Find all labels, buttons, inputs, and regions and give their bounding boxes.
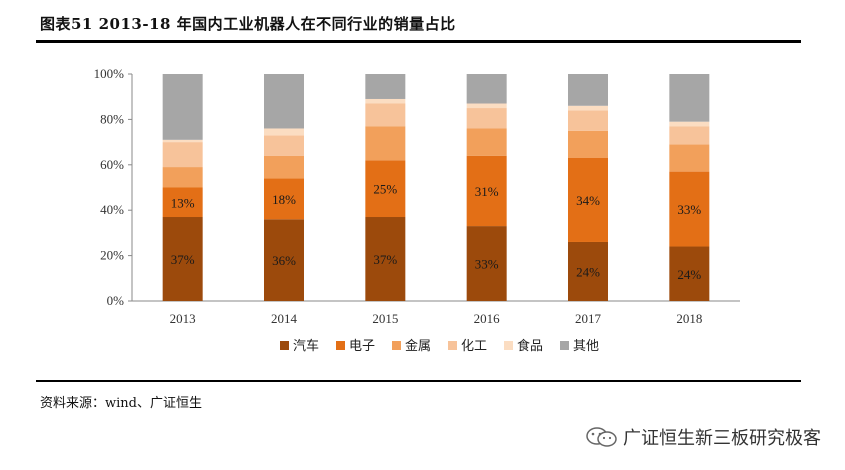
y-tick-label: 100% bbox=[94, 66, 125, 81]
bar-segment bbox=[365, 160, 406, 218]
bar-segment bbox=[568, 241, 608, 301]
bar-segment bbox=[568, 105, 608, 111]
bar-segment bbox=[466, 74, 507, 104]
legend-swatch bbox=[448, 341, 457, 350]
source-note: 资料来源：wind、广证恒生 bbox=[40, 396, 202, 411]
bar-segment bbox=[365, 98, 406, 104]
legend-label: 金属 bbox=[405, 338, 431, 353]
bar-segment bbox=[162, 217, 203, 301]
data-label: 24% bbox=[677, 267, 701, 282]
bar-segment bbox=[669, 126, 710, 145]
bar-segment bbox=[466, 226, 507, 301]
bar-segment bbox=[669, 121, 710, 127]
data-label: 34% bbox=[576, 193, 600, 208]
legend-swatch bbox=[280, 341, 289, 350]
legend: 汽车 电子 金属 化工 食品 其他 bbox=[280, 338, 599, 353]
data-label: 13% bbox=[171, 195, 195, 210]
bar-segment bbox=[669, 144, 710, 172]
bar-segment bbox=[466, 108, 507, 129]
bar-segment bbox=[162, 187, 203, 218]
data-label: 36% bbox=[272, 253, 296, 268]
bar-segment bbox=[669, 246, 710, 301]
bar-segment bbox=[162, 139, 203, 143]
bar-segment bbox=[466, 103, 507, 109]
wechat-icon bbox=[586, 427, 617, 447]
bar-segment bbox=[162, 142, 203, 168]
bar-segment bbox=[466, 155, 507, 227]
bar-segment bbox=[264, 135, 304, 156]
legend-swatch bbox=[504, 341, 513, 350]
legend-label: 其他 bbox=[573, 338, 599, 353]
bar-layer bbox=[162, 74, 710, 301]
bar-segment bbox=[365, 74, 406, 99]
data-label: 33% bbox=[475, 257, 499, 272]
bar-segment bbox=[365, 126, 406, 161]
legend-label: 化工 bbox=[461, 338, 487, 353]
y-tick-label: 80% bbox=[100, 111, 124, 126]
data-label: 37% bbox=[171, 252, 195, 267]
bar-segment bbox=[669, 171, 710, 247]
data-label: 24% bbox=[576, 264, 600, 279]
legend-label: 电子 bbox=[349, 338, 375, 353]
data-label: 25% bbox=[373, 182, 397, 197]
legend-swatch bbox=[560, 341, 569, 350]
legend-label: 食品 bbox=[517, 338, 543, 353]
bar-segment bbox=[264, 219, 304, 301]
bar-segment bbox=[162, 74, 203, 140]
legend-swatch bbox=[392, 341, 401, 350]
bar-segment bbox=[264, 178, 304, 220]
x-tick-label: 2018 bbox=[676, 311, 702, 326]
watermark: 广证恒生新三板研究极客 bbox=[585, 424, 821, 450]
stacked-bar-chart: 0% 20% 40% 60% 80% 100% 2013 2014 2015 2016 2017 20… bbox=[94, 66, 740, 353]
bottom-divider bbox=[36, 380, 801, 382]
data-label: 31% bbox=[475, 184, 499, 199]
bar-segment bbox=[365, 217, 406, 301]
bar-segment bbox=[568, 110, 608, 131]
bar-segment bbox=[264, 74, 304, 129]
bar-segment bbox=[568, 130, 608, 158]
x-tick-label: 2014 bbox=[271, 311, 298, 326]
y-tick-label: 40% bbox=[100, 202, 124, 217]
y-tick-label: 0% bbox=[107, 293, 125, 308]
y-tick-label: 60% bbox=[100, 157, 124, 172]
data-label: 33% bbox=[677, 202, 701, 217]
axis-layer: 0% 20% 40% 60% 80% 100% 2013 2014 2015 2016 2017 20… bbox=[94, 66, 740, 326]
watermark-text: 广证恒生新三板研究极客 bbox=[623, 428, 821, 449]
legend-label: 汽车 bbox=[293, 338, 319, 353]
legend-swatch bbox=[336, 341, 345, 350]
y-tick-label: 20% bbox=[100, 248, 124, 263]
x-tick-label: 2016 bbox=[474, 311, 501, 326]
x-tick-label: 2015 bbox=[372, 311, 398, 326]
bar-segment bbox=[264, 155, 304, 179]
bar-segment bbox=[568, 157, 608, 242]
bar-segment bbox=[669, 74, 710, 122]
bar-segment bbox=[264, 128, 304, 136]
bar-segment bbox=[365, 103, 406, 127]
page-title: 图表51 2013-18 年国内工业机器人在不同行业的销量占比 bbox=[40, 15, 456, 33]
bar-segment bbox=[568, 74, 608, 106]
x-tick-label: 2013 bbox=[170, 311, 196, 326]
top-divider bbox=[36, 40, 801, 43]
x-tick-label: 2017 bbox=[575, 311, 602, 326]
data-label: 18% bbox=[272, 192, 296, 207]
label-layer: 37% 13% 36% 18% 37% 25% 33% 31% 24% 34% 24% 33% bbox=[171, 182, 702, 282]
data-label: 37% bbox=[373, 252, 397, 267]
bar-segment bbox=[466, 128, 507, 156]
bar-segment bbox=[162, 167, 203, 188]
